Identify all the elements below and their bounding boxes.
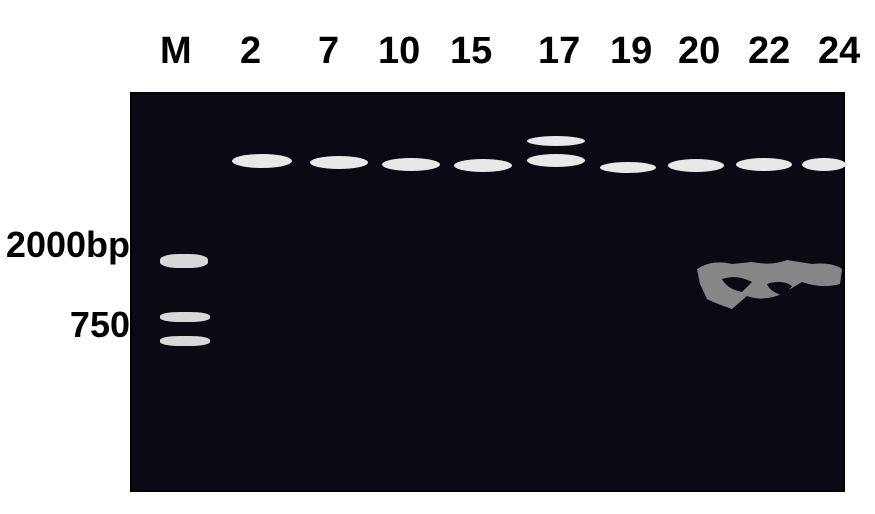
lane-label-17: 17 — [538, 30, 580, 73]
lane-label-15: 15 — [450, 30, 492, 73]
lane-label-24: 24 — [818, 30, 860, 73]
sample-band-10 — [382, 158, 440, 171]
lane-label-7: 7 — [318, 30, 339, 73]
sample-band-19 — [600, 162, 656, 173]
gel-image — [130, 92, 845, 492]
marker-band-mid — [160, 312, 210, 322]
sample-band-22 — [736, 158, 792, 171]
size-label-2000bp: 2000bp — [2, 224, 130, 266]
sample-band-15 — [454, 159, 512, 172]
gel-figure: M 2 7 10 15 17 19 20 22 24 — [130, 20, 850, 505]
gel-artifact — [692, 254, 847, 324]
marker-band-750 — [160, 336, 210, 346]
sample-band-2 — [232, 154, 292, 168]
sample-band-20 — [668, 159, 724, 172]
lane-label-10: 10 — [378, 30, 420, 73]
sample-band-17-upper — [527, 136, 585, 146]
sample-band-17 — [527, 154, 585, 167]
lane-label-19: 19 — [610, 30, 652, 73]
lane-label-m: M — [160, 30, 192, 73]
sample-band-24 — [802, 158, 846, 171]
lane-label-2: 2 — [240, 30, 261, 73]
lane-label-20: 20 — [678, 30, 720, 73]
sample-band-7 — [310, 156, 368, 169]
marker-band-2000 — [160, 254, 208, 268]
lane-label-22: 22 — [748, 30, 790, 73]
lane-labels-row: M 2 7 10 15 17 19 20 22 24 — [130, 20, 850, 80]
size-label-750: 750 — [55, 304, 130, 346]
